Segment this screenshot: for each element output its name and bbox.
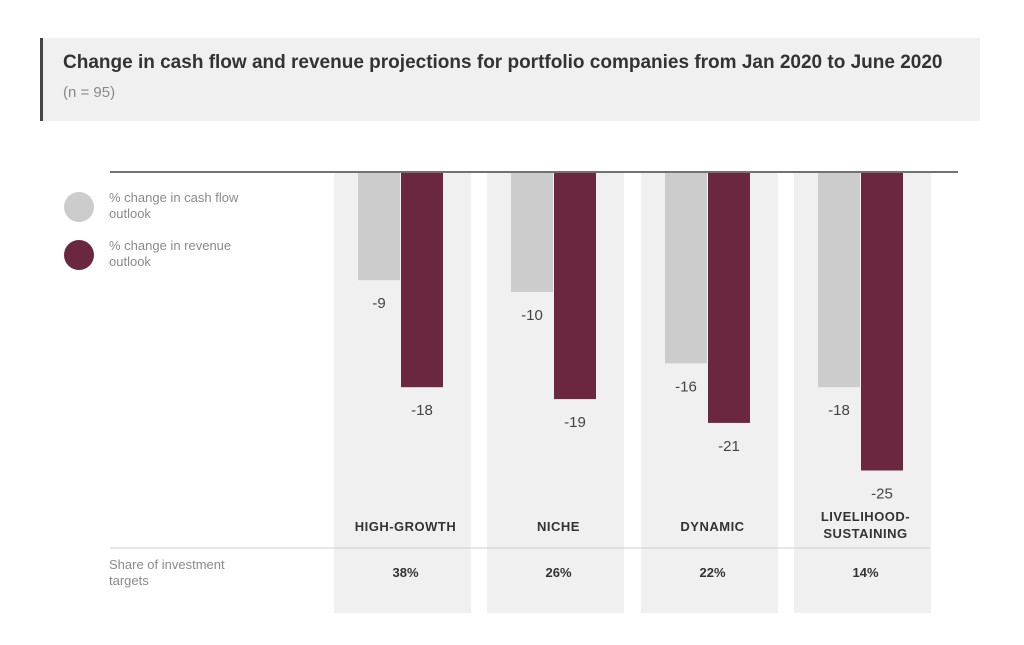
data-label-revenue-livelihood-sustaining: -25	[871, 486, 893, 503]
legend-swatch-cash-flow	[64, 192, 94, 222]
legend-swatch-revenue	[64, 240, 94, 270]
data-label-revenue-niche: -19	[564, 414, 586, 431]
share-value-dynamic: 22%	[699, 565, 725, 580]
category-label-high-growth: HIGH-GROWTH	[355, 519, 457, 534]
data-label-revenue-dynamic: -21	[718, 438, 740, 455]
bar-revenue-niche	[554, 173, 596, 400]
share-value-livelihood-sustaining: 14%	[852, 565, 878, 580]
bar-revenue-dynamic	[708, 173, 750, 423]
category-label-livelihood-sustaining: SUSTAINING	[823, 526, 907, 541]
chart-title: Change in cash flow and revenue projecti…	[63, 52, 943, 73]
bar-revenue-livelihood-sustaining	[861, 173, 903, 471]
chart-subtitle: (n = 95)	[63, 84, 116, 101]
share-value-niche: 26%	[545, 565, 571, 580]
data-label-cash-flow-high-growth: -9	[372, 295, 385, 312]
bar-cash-flow-dynamic	[665, 173, 707, 364]
category-label-livelihood-sustaining: LIVELIHOOD-	[821, 509, 910, 524]
title-panel: Change in cash flow and revenue projecti…	[40, 38, 980, 121]
data-label-revenue-high-growth: -18	[411, 402, 433, 419]
category-label-niche: NICHE	[537, 519, 580, 534]
share-row-label: Share of investment targets	[109, 557, 225, 588]
data-label-cash-flow-niche: -10	[521, 307, 543, 324]
legend-label-revenue: % change in revenue outlook	[109, 238, 232, 269]
legend-item-cash-flow: % change in cash flow outlook	[64, 190, 264, 230]
category-label-dynamic: DYNAMIC	[680, 519, 744, 534]
data-label-cash-flow-dynamic: -16	[675, 378, 697, 395]
bar-cash-flow-niche	[511, 173, 553, 292]
share-value-high-growth: 38%	[392, 565, 418, 580]
data-label-cash-flow-livelihood-sustaining: -18	[828, 402, 850, 419]
legend-label-cash-flow: % change in cash flow outlook	[109, 190, 239, 221]
bar-cash-flow-high-growth	[358, 173, 400, 281]
bar-cash-flow-livelihood-sustaining	[818, 173, 860, 388]
bar-revenue-high-growth	[401, 173, 443, 388]
legend-item-revenue: % change in revenue outlook	[64, 238, 264, 278]
